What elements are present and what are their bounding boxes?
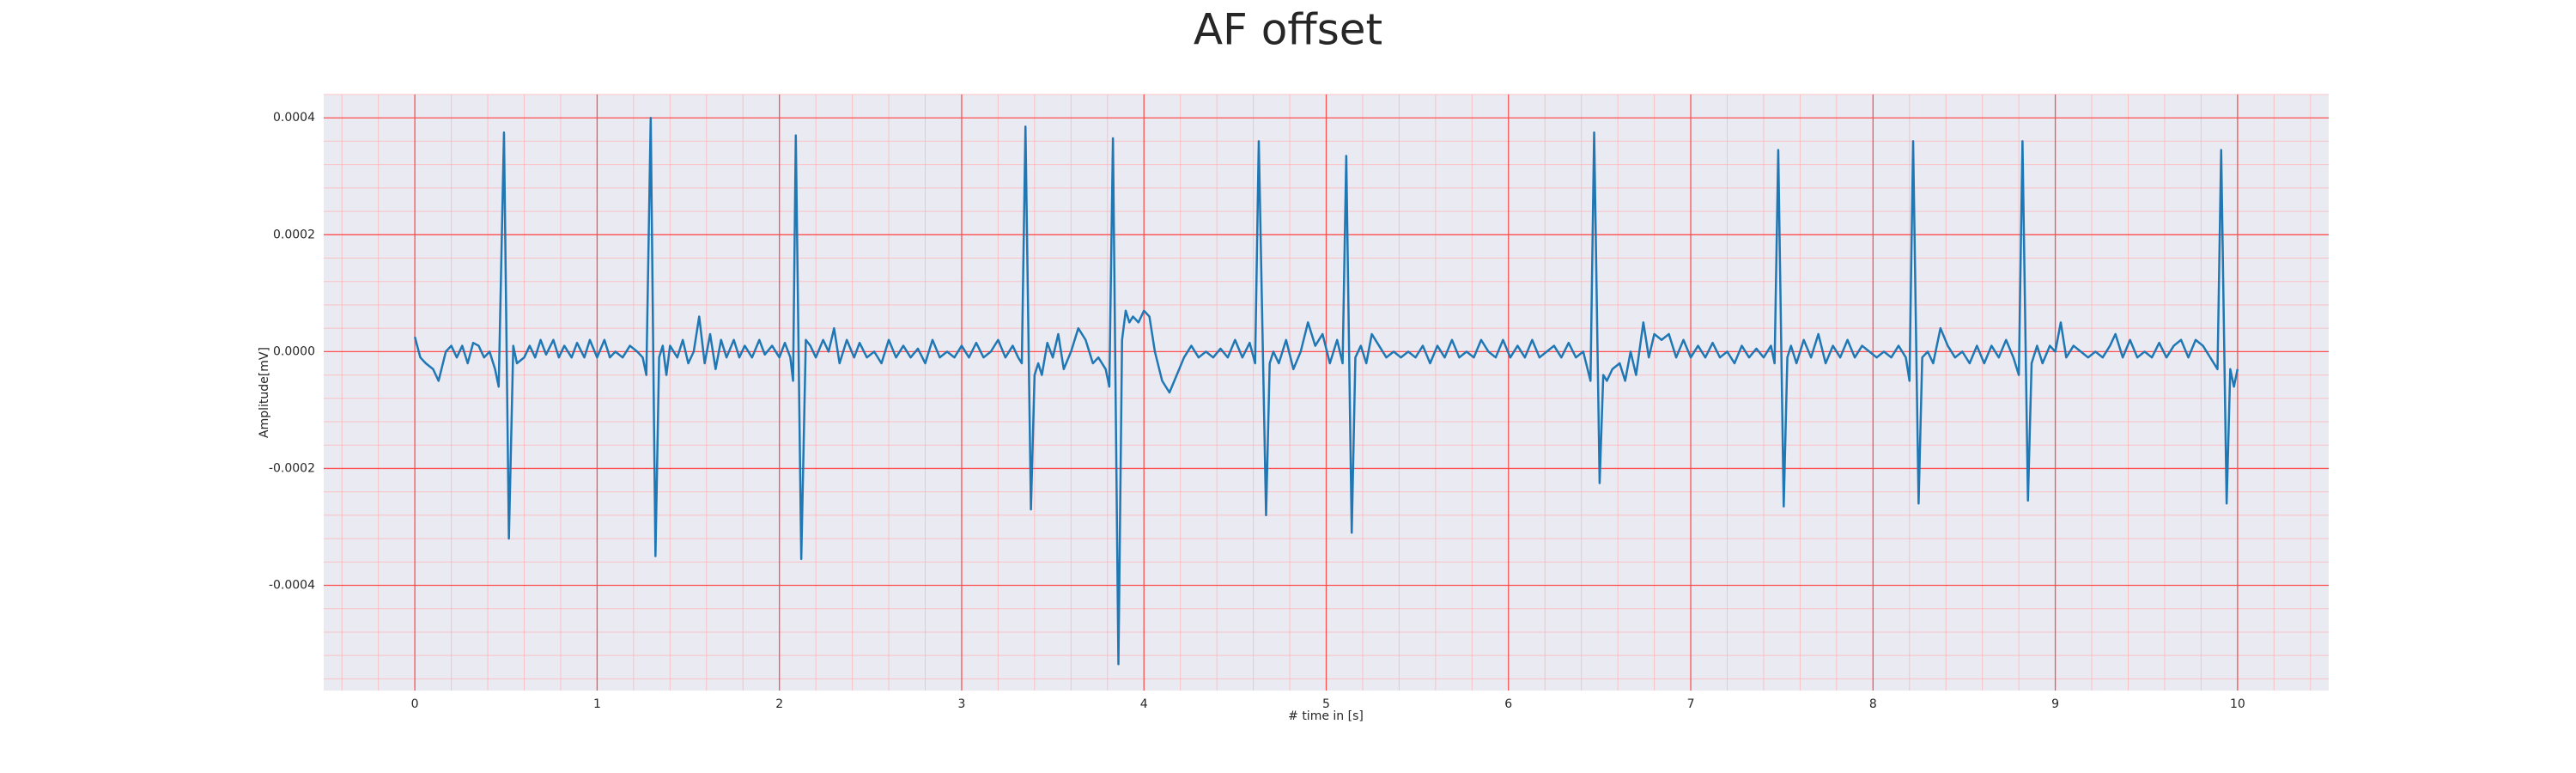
x-tick-label: 6 — [1504, 697, 1512, 711]
chart-title: AF offset — [1194, 5, 1382, 55]
x-tick-label: 10 — [2230, 697, 2245, 711]
y-tick-label: 0.0004 — [273, 111, 315, 125]
x-tick-label: 7 — [1687, 697, 1695, 711]
y-tick-label: 0.0000 — [273, 344, 315, 358]
x-tick-label: 8 — [1869, 697, 1877, 711]
y-tick-label: 0.0002 — [273, 228, 315, 241]
x-tick-label: 5 — [1322, 697, 1330, 711]
x-tick-label: 1 — [593, 697, 601, 711]
signal-line — [413, 116, 2239, 666]
x-tick-label: 4 — [1140, 697, 1148, 711]
x-tick-label: 9 — [2051, 697, 2059, 711]
x-tick-label: 2 — [775, 697, 783, 711]
y-axis-label: Amplitude[mV] — [258, 347, 271, 438]
x-axis-label: # time in [s] — [1288, 709, 1364, 723]
y-tick-label: -0.0004 — [269, 579, 315, 593]
x-tick-label: 3 — [957, 697, 965, 711]
y-tick-label: -0.0002 — [269, 461, 315, 475]
x-tick-label: 0 — [411, 697, 419, 711]
plot-area — [324, 94, 2329, 691]
